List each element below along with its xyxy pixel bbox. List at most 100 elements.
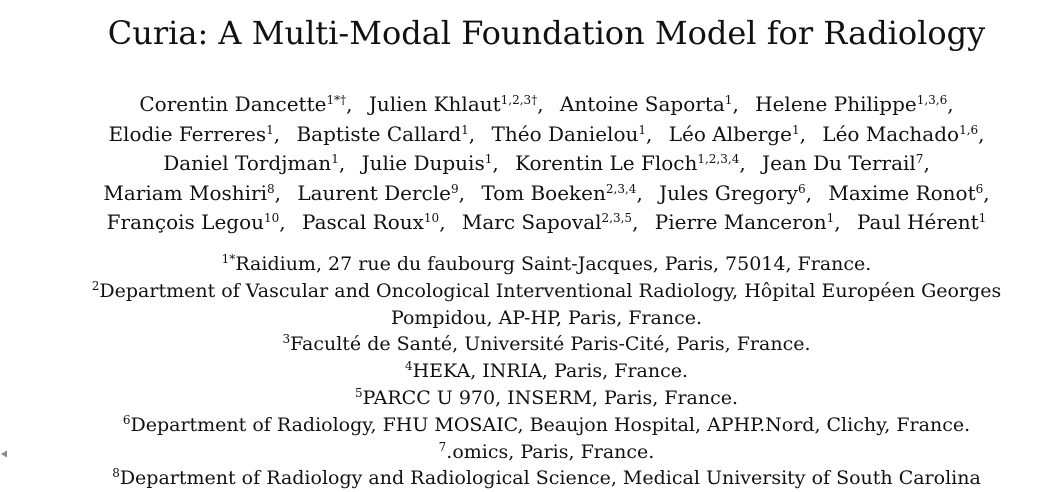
affiliation-text: Raidium, 27 rue du faubourg Saint-Jacque… xyxy=(235,253,872,275)
author-line: François Legou10, Pascal Roux10, Marc Sa… xyxy=(0,208,1059,238)
author: Pierre Manceron1, xyxy=(655,210,841,234)
author-separator: , xyxy=(338,151,346,175)
author-separator: , xyxy=(492,151,499,175)
author: Paul Hérent1 xyxy=(857,210,986,234)
affiliation-line: 6Department of Radiology, FHU MOSAIC, Be… xyxy=(0,412,1059,439)
author-affiliation-marker: 7 xyxy=(915,152,924,166)
author-name: Jean Du Terrail xyxy=(762,151,916,175)
author-name: Tom Boeken xyxy=(481,180,606,205)
author: Antoine Saporta1, xyxy=(560,92,739,116)
author-name: Pierre Manceron xyxy=(654,210,827,234)
author: Baptiste Callard1, xyxy=(296,122,475,146)
author-name: Laurent Dercle xyxy=(297,180,451,205)
author-name: Léo Alberge xyxy=(668,121,792,146)
author-affiliation-marker: 1 xyxy=(638,122,647,137)
affiliation-list: 1*Raidium, 27 rue du faubourg Saint-Jacq… xyxy=(0,251,1059,492)
author-affiliation-marker: 10 xyxy=(423,211,440,225)
author-separator: , xyxy=(274,180,281,205)
author-name: Jules Gregory xyxy=(659,180,798,205)
author-line: Corentin Dancette1*†, Julien Khlaut1,2,3… xyxy=(0,90,1059,120)
author: Helene Philippe1,3,6, xyxy=(755,92,953,116)
author-affiliation-marker: 9 xyxy=(450,181,459,196)
author-affiliation-marker: 10 xyxy=(264,211,280,225)
author-separator: , xyxy=(739,151,746,175)
author-separator: , xyxy=(646,121,653,146)
author-name: François Legou xyxy=(106,210,265,234)
author-affiliation-marker: 1 xyxy=(724,93,733,107)
affiliation-line: 8Department of Radiology and Radiologica… xyxy=(0,465,1059,492)
author-line: Mariam Moshiri8, Laurent Dercle9, Tom Bo… xyxy=(0,179,1059,209)
author-separator: , xyxy=(834,210,841,234)
author-separator: , xyxy=(346,92,353,116)
affiliation-text: Pompidou, AP-HP, Paris, France. xyxy=(390,306,703,329)
author-affiliation-marker: 1 xyxy=(331,152,339,166)
author: Korentin Le Floch1,2,3,4, xyxy=(515,151,746,175)
affiliation-text: Faculté de Santé, Université Paris-Cité,… xyxy=(290,333,811,356)
author-name: Daniel Tordjman xyxy=(163,151,332,175)
author-name: Léo Machado xyxy=(822,121,960,146)
author-name: Baptiste Callard xyxy=(296,121,462,146)
author-separator: , xyxy=(983,180,990,205)
author-separator: , xyxy=(805,180,812,205)
author: Marc Sapoval2,3,5, xyxy=(462,210,639,234)
author-list: Corentin Dancette1*†, Julien Khlaut1,2,3… xyxy=(0,90,1059,238)
author-separator: , xyxy=(636,180,643,205)
left-margin-marker-icon xyxy=(1,450,7,458)
author-name: Julien Khlaut xyxy=(368,92,501,116)
author-line: Elodie Ferreres1, Baptiste Callard1, Thé… xyxy=(0,120,1059,150)
affiliation-marker: 3 xyxy=(282,332,291,347)
author-affiliation-marker: 1,6 xyxy=(959,122,979,137)
author-affiliation-marker: 1 xyxy=(266,122,274,137)
author: Léo Machado1,6, xyxy=(822,122,984,146)
author-separator: , xyxy=(632,210,639,234)
author-separator: , xyxy=(732,92,739,116)
author-separator: , xyxy=(978,121,985,146)
affiliation-line: 7.omics, Paris, France. xyxy=(0,439,1059,466)
author-affiliation-marker: 1 xyxy=(791,122,800,137)
affiliation-marker: 8 xyxy=(112,466,120,481)
author-separator: , xyxy=(458,180,465,205)
author-name: Paul Hérent xyxy=(856,210,979,234)
author: François Legou10, xyxy=(107,210,286,234)
author-name: Marc Sapoval xyxy=(461,210,602,234)
author: Mariam Moshiri8, xyxy=(103,181,281,205)
author-separator: , xyxy=(537,92,544,116)
affiliation-text: PARCC U 970, INSERM, Paris, France. xyxy=(362,386,739,409)
affiliation-text: Department of Vascular and Oncological I… xyxy=(99,279,1002,302)
author-affiliation-marker: 1,3,6 xyxy=(916,93,948,107)
author-affiliation-marker: 8 xyxy=(266,181,275,196)
author-name: Elodie Ferreres xyxy=(108,121,267,146)
affiliation-line: 4HEKA, INRIA, Paris, France. xyxy=(0,358,1059,385)
affiliation-marker: 7 xyxy=(438,439,447,454)
author: Léo Alberge1, xyxy=(669,122,806,146)
author-affiliation-marker: 1,2,3† xyxy=(500,93,538,107)
author-affiliation-marker: 1 xyxy=(484,152,493,166)
author-affiliation-marker: 6 xyxy=(797,181,806,196)
author-affiliation-marker: 1 xyxy=(461,122,469,137)
affiliation-text: Department of Radiology, FHU MOSAIC, Bea… xyxy=(130,413,971,436)
author-name: Corentin Dancette xyxy=(139,92,327,116)
affiliation-text: .omics, Paris, France. xyxy=(446,440,655,463)
paper-title: Curia: A Multi-Modal Foundation Model fo… xyxy=(107,14,986,52)
author: Maxime Ronot6, xyxy=(828,181,989,205)
affiliation-line: 5PARCC U 970, INSERM, Paris, France. xyxy=(0,385,1059,412)
affiliation-text: Department of Radiology and Radiological… xyxy=(119,467,981,490)
paper-page: Curia: A Multi-Modal Foundation Model fo… xyxy=(0,14,1059,489)
author-affiliation-marker: 1*† xyxy=(326,93,347,107)
author-separator: , xyxy=(923,151,930,175)
author-name: Julie Dupuis xyxy=(361,151,485,175)
affiliation-marker: 6 xyxy=(122,412,131,427)
affiliation-text: HEKA, INRIA, Paris, France. xyxy=(412,360,689,383)
author-affiliation-marker: 6 xyxy=(975,181,984,196)
author-line: Daniel Tordjman1, Julie Dupuis1, Korenti… xyxy=(0,149,1059,179)
affiliation-line: 3Faculté de Santé, Université Paris-Cité… xyxy=(0,331,1059,358)
author-affiliation-marker: 2,3,4 xyxy=(605,181,637,196)
author: Daniel Tordjman1, xyxy=(163,151,345,175)
author-separator: , xyxy=(468,121,476,146)
author: Théo Danielou1, xyxy=(492,122,653,146)
affiliation-marker: 4 xyxy=(404,359,413,374)
affiliation-line: Pompidou, AP-HP, Paris, France. xyxy=(0,305,1059,332)
author-name: Mariam Moshiri xyxy=(103,180,267,205)
author: Corentin Dancette1*†, xyxy=(139,92,352,116)
author: Laurent Dercle9, xyxy=(297,181,465,205)
